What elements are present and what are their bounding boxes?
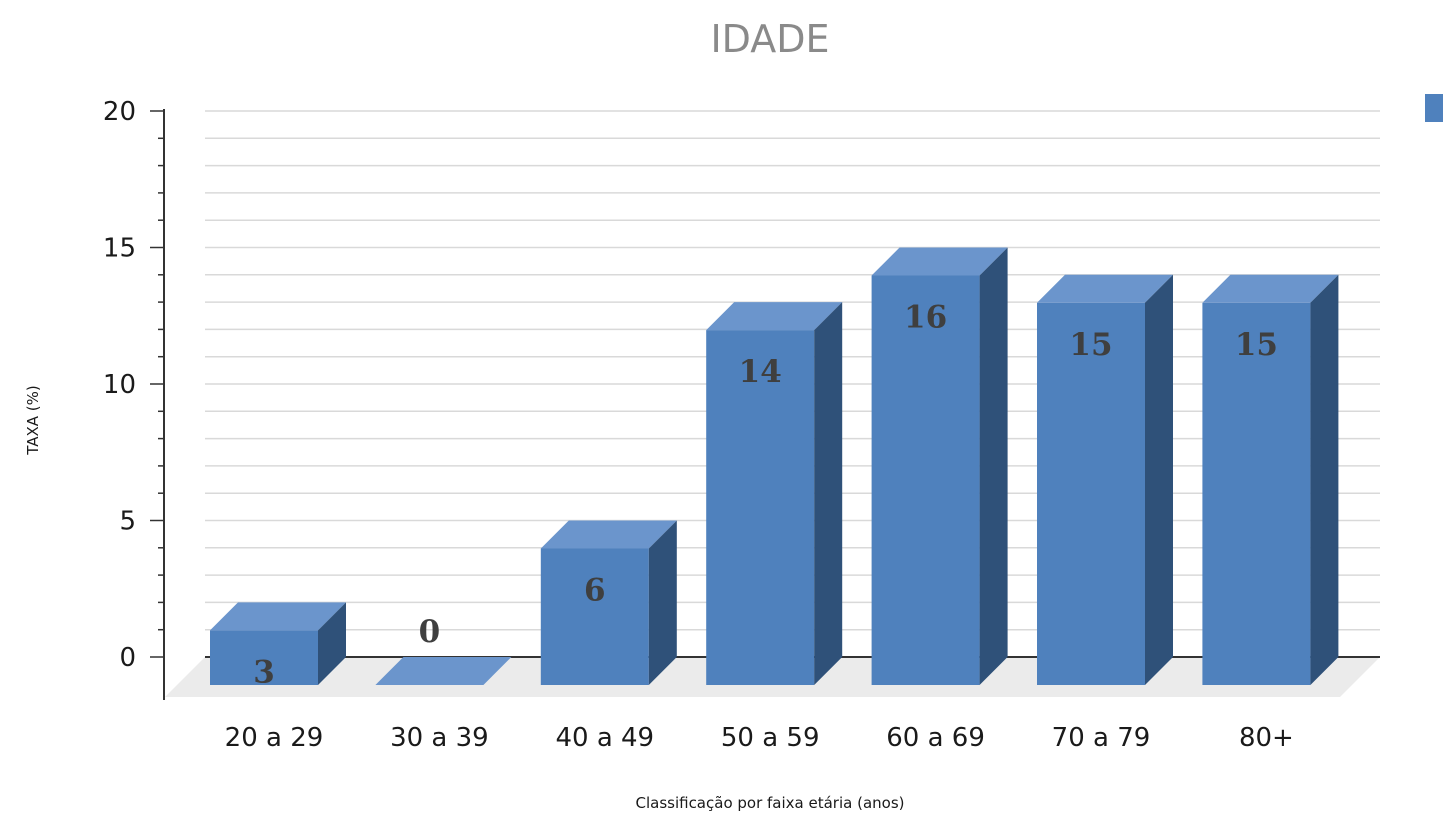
data-label: 0 <box>419 614 441 650</box>
bar <box>871 247 1008 685</box>
x-tick-label: 50 a 59 <box>721 723 820 753</box>
x-tick-label: 70 a 79 <box>1052 723 1151 753</box>
y-tick-label: 20 <box>103 97 136 127</box>
y-tick-label: 10 <box>103 370 136 400</box>
bars <box>210 247 1339 685</box>
data-label: 16 <box>904 300 947 336</box>
data-label: 6 <box>584 573 606 609</box>
bar <box>210 602 346 685</box>
y-axis-title: TAXA (%) <box>24 385 42 456</box>
x-tick-label: 80+ <box>1239 723 1294 753</box>
y-axis: 0 5 10 15 20 <box>103 97 165 700</box>
y-tick-label: 15 <box>103 234 136 264</box>
data-label: 15 <box>1069 327 1112 363</box>
y-tick-label: 0 <box>119 643 136 673</box>
bar <box>1037 274 1173 685</box>
chart-title: IDADE <box>710 17 829 61</box>
legend-swatch <box>1425 94 1443 122</box>
x-tick-label: 30 a 39 <box>390 723 489 753</box>
bar <box>706 302 843 685</box>
x-tick-label: 40 a 49 <box>555 723 654 753</box>
x-axis-categories: 20 a 29 30 a 39 40 a 49 50 a 59 60 a 69 70 a … <box>225 723 1294 753</box>
bar <box>1202 274 1339 685</box>
x-tick-label: 60 a 69 <box>886 723 985 753</box>
data-label: 15 <box>1235 327 1278 363</box>
y-tick-label: 5 <box>119 507 136 537</box>
x-tick-label: 20 a 29 <box>225 723 324 753</box>
data-label: 14 <box>739 354 782 390</box>
bar <box>375 657 512 685</box>
x-axis-title: Classificação por faixa etária (anos) <box>635 794 904 812</box>
data-labels: 3 0 6 14 16 15 15 <box>253 300 1278 691</box>
bar <box>540 520 677 685</box>
data-label: 3 <box>253 654 275 690</box>
